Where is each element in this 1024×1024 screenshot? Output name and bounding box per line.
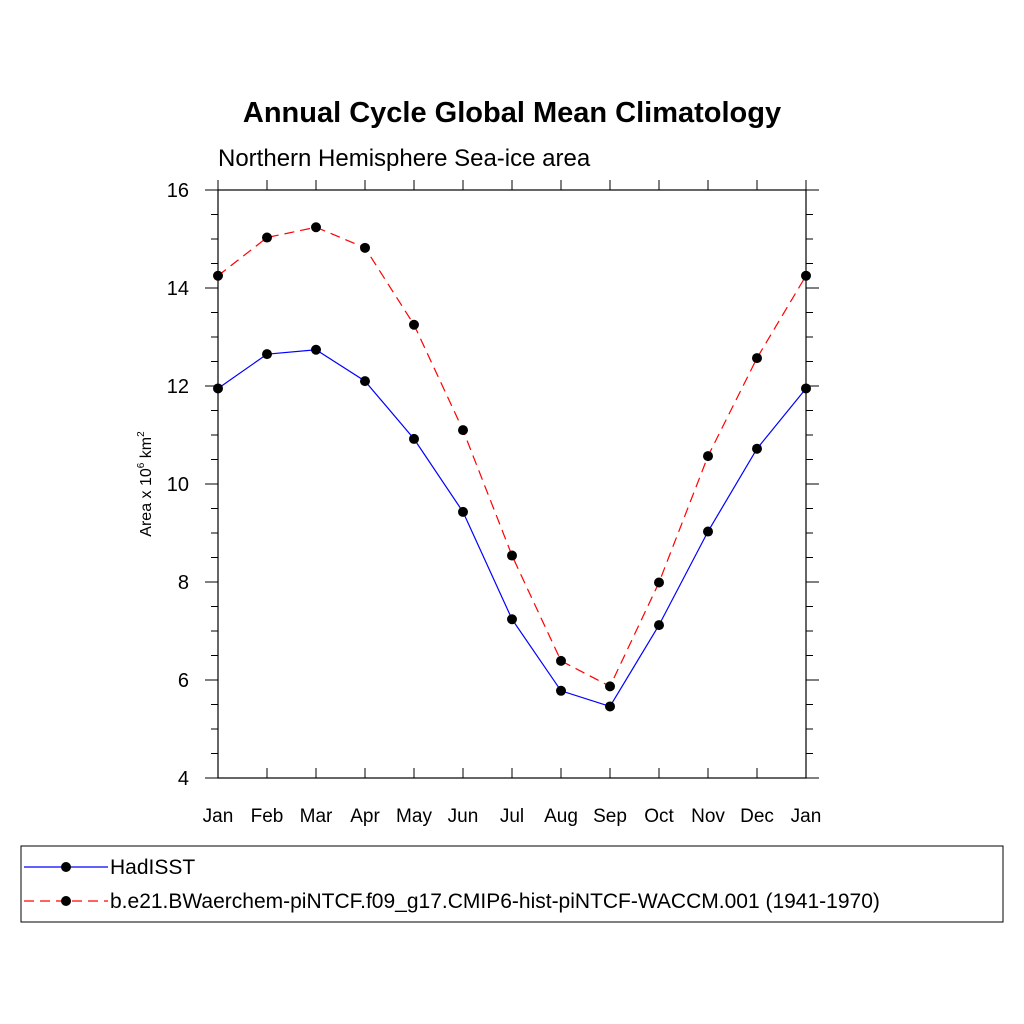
x-tick-label: Apr	[350, 806, 380, 827]
data-point	[262, 232, 272, 243]
x-tick-label: Oct	[644, 806, 674, 827]
data-point	[311, 222, 321, 233]
data-point	[507, 614, 517, 625]
data-point	[213, 270, 223, 281]
data-point	[801, 383, 811, 394]
legend-label: HadISST	[110, 856, 195, 879]
data-point	[752, 353, 762, 364]
data-point	[458, 506, 468, 517]
y-axis-label: Area x 106 km2	[136, 431, 155, 537]
chart-subtitle: Northern Hemisphere Sea-ice area	[218, 145, 591, 172]
legend-marker	[61, 896, 71, 906]
x-tick-label: Jul	[500, 806, 524, 827]
x-tick-label: Jan	[203, 806, 234, 827]
legend-label: b.e21.BWaerchem-piNTCF.f09_g17.CMIP6-his…	[110, 890, 880, 913]
data-point	[409, 319, 419, 330]
chart-title: Annual Cycle Global Mean Climatology	[243, 97, 781, 129]
y-tick-label: 4	[178, 768, 189, 790]
data-point	[311, 344, 321, 355]
svg-text:Area x 106 km2: Area x 106 km2	[136, 431, 155, 537]
y-tick-label: 14	[167, 278, 189, 300]
data-point	[507, 550, 517, 561]
y-axis-label-unit: km	[138, 437, 155, 463]
y-tick-label: 8	[178, 572, 189, 594]
data-point	[752, 443, 762, 454]
x-tick-label: Dec	[740, 806, 774, 827]
data-point	[556, 685, 566, 696]
x-tick-label: Jan	[791, 806, 822, 827]
y-axis-label-base: Area x 10	[138, 468, 155, 537]
x-tick-label: Feb	[251, 806, 284, 827]
data-point	[801, 270, 811, 281]
data-point	[605, 681, 615, 692]
legend-item-1: HadISST	[24, 856, 195, 879]
x-tick-label: Aug	[544, 806, 578, 827]
data-point	[654, 620, 664, 631]
x-tick-label: Jun	[448, 806, 479, 827]
data-point	[458, 425, 468, 436]
y-axis-label-exp2: 2	[136, 431, 147, 437]
x-tick-label: Sep	[593, 806, 627, 827]
legend: HadISST b.e21.BWaerchem-piNTCF.f09_g17.CM…	[20, 845, 1004, 923]
x-tick-label: Mar	[300, 806, 333, 827]
data-point	[605, 701, 615, 712]
y-tick-label: 16	[167, 180, 189, 202]
y-axis-label-exp1: 6	[136, 462, 147, 468]
legend-item-2: b.e21.BWaerchem-piNTCF.f09_g17.CMIP6-his…	[24, 890, 880, 913]
x-tick-label: May	[396, 806, 432, 827]
data-point	[360, 242, 370, 253]
axes: 4 6 8 10 12 14 16 Jan Feb Mar Apr May Jun Jul Aug Sep Oc…	[167, 180, 822, 827]
series-line	[217, 349, 807, 708]
data-point	[213, 383, 223, 394]
data-point	[654, 577, 664, 588]
legend-marker	[61, 862, 71, 872]
data-point	[409, 433, 419, 444]
y-tick-label: 10	[167, 474, 189, 496]
y-tick-label: 12	[167, 376, 189, 398]
data-point	[703, 451, 713, 462]
data-point	[703, 526, 713, 537]
legend-box	[20, 845, 1004, 923]
series-2	[213, 222, 811, 692]
data-point	[360, 376, 370, 387]
data-point	[262, 349, 272, 360]
series-layer	[213, 222, 811, 712]
x-tick-label: Nov	[691, 806, 725, 827]
plot-frame	[217, 189, 807, 779]
series-1	[213, 344, 811, 712]
y-tick-label: 6	[178, 670, 189, 692]
data-point	[556, 655, 566, 666]
